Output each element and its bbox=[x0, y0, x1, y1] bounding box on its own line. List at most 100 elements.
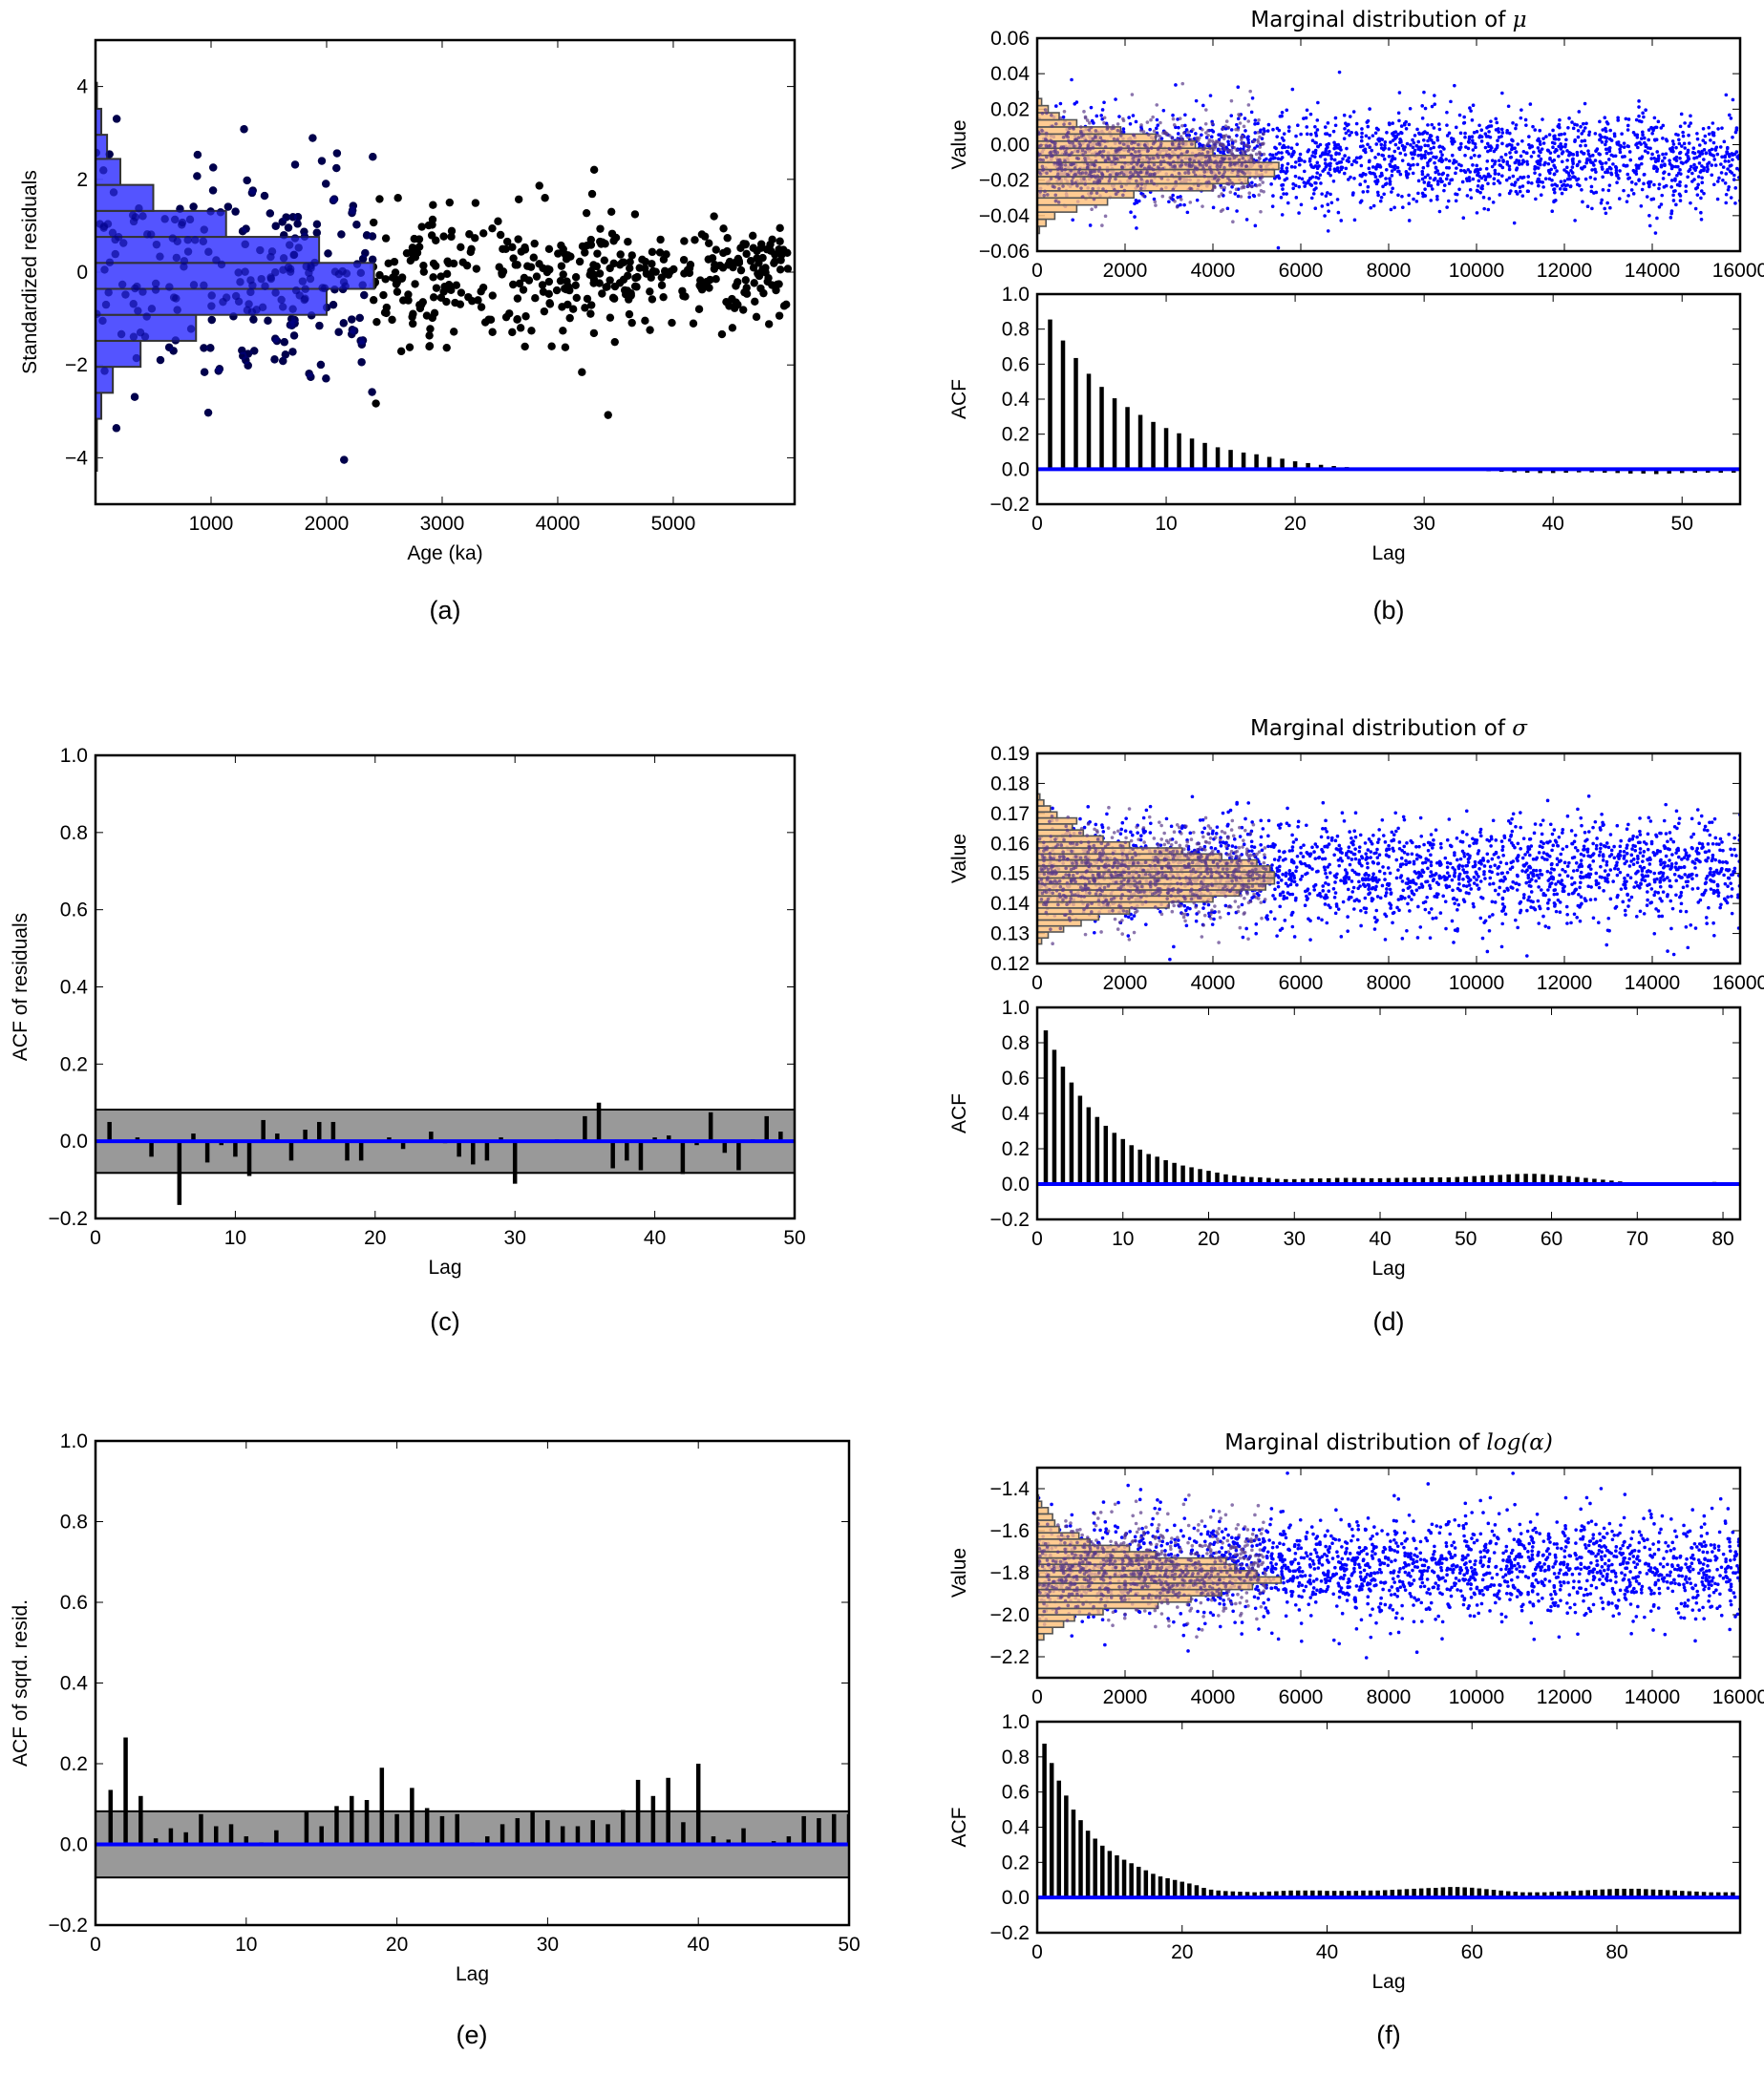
trace-point-overlay bbox=[1058, 158, 1062, 162]
trace-point bbox=[1499, 839, 1504, 843]
trace-point bbox=[1690, 171, 1694, 176]
trace-point bbox=[1404, 127, 1409, 131]
residual-point bbox=[562, 255, 571, 264]
trace-point bbox=[1287, 869, 1292, 873]
residual-point bbox=[723, 246, 732, 256]
trace-point bbox=[1558, 910, 1562, 914]
trace-point-overlay bbox=[1154, 135, 1158, 139]
trace-point-overlay bbox=[1061, 184, 1065, 188]
trace-point bbox=[1695, 185, 1700, 190]
trace-point bbox=[1671, 839, 1676, 844]
residual-point bbox=[521, 312, 530, 321]
trace-point bbox=[1392, 833, 1396, 837]
trace-point bbox=[1337, 863, 1342, 868]
trace-point bbox=[1420, 116, 1425, 120]
trace-point bbox=[1590, 168, 1594, 172]
trace-point bbox=[1286, 129, 1291, 133]
trace-point bbox=[1420, 169, 1425, 174]
residual-point bbox=[426, 325, 435, 333]
trace-point bbox=[1280, 163, 1285, 168]
trace-point bbox=[1539, 193, 1543, 198]
trace-point bbox=[1483, 145, 1488, 150]
trace-point bbox=[1571, 126, 1576, 131]
trace-point-overlay bbox=[1241, 156, 1245, 160]
trace-point bbox=[1533, 171, 1537, 175]
residual-point-overlay bbox=[286, 267, 295, 276]
trace-point-overlay bbox=[1121, 193, 1125, 198]
trace-point-overlay bbox=[1130, 152, 1134, 157]
trace-point bbox=[1310, 175, 1315, 180]
trace-point bbox=[1657, 186, 1661, 191]
trace-point bbox=[1626, 144, 1630, 148]
trace-point bbox=[1302, 180, 1307, 184]
residual-point-overlay bbox=[358, 254, 368, 264]
trace-point bbox=[1565, 183, 1570, 187]
trace-point bbox=[1732, 173, 1736, 178]
trace-point bbox=[1475, 841, 1478, 845]
residual-point bbox=[689, 319, 698, 328]
trace-point bbox=[1586, 152, 1591, 157]
trace-point bbox=[1604, 160, 1608, 165]
trace-point-overlay bbox=[1102, 116, 1107, 120]
trace-point bbox=[1623, 876, 1626, 880]
trace-point bbox=[1459, 163, 1463, 168]
trace-point bbox=[1627, 864, 1632, 868]
trace-point bbox=[1298, 152, 1303, 157]
residual-point bbox=[409, 319, 417, 328]
trace-point bbox=[1492, 149, 1497, 154]
residual-point bbox=[742, 284, 751, 292]
histogram-bar bbox=[96, 339, 142, 369]
trace-point bbox=[1592, 163, 1596, 167]
trace-point bbox=[1426, 151, 1431, 156]
trace-point bbox=[1447, 884, 1452, 889]
trace-point bbox=[1489, 124, 1494, 128]
residual-point bbox=[408, 312, 416, 322]
residual-point bbox=[648, 247, 657, 257]
trace-point-overlay bbox=[1135, 170, 1139, 175]
trace-point bbox=[1629, 859, 1633, 863]
residual-point bbox=[583, 294, 592, 304]
residual-point bbox=[428, 215, 437, 224]
trace-point-overlay bbox=[1206, 133, 1211, 138]
trace-point bbox=[1403, 145, 1407, 149]
trace-point bbox=[1534, 858, 1539, 861]
trace-point bbox=[1724, 172, 1729, 176]
trace-point bbox=[1477, 123, 1481, 128]
residual-point-overlay bbox=[109, 188, 118, 197]
trace-point-overlay bbox=[1092, 197, 1096, 201]
trace-point-overlay bbox=[1083, 150, 1088, 155]
trace-point bbox=[1312, 187, 1316, 192]
trace-point bbox=[1593, 159, 1598, 162]
trace-point bbox=[1681, 130, 1685, 135]
residual-point bbox=[598, 238, 606, 246]
histogram-bar bbox=[96, 158, 122, 186]
trace-point bbox=[1655, 169, 1659, 174]
residual-point-overlay bbox=[307, 311, 316, 320]
trace-point bbox=[1718, 836, 1723, 841]
trace-point bbox=[1656, 119, 1661, 124]
trace-point bbox=[1486, 124, 1491, 129]
trace-point-overlay bbox=[1173, 200, 1177, 203]
trace-point bbox=[1447, 131, 1452, 136]
trace-point bbox=[1620, 132, 1624, 137]
trace-point bbox=[1061, 115, 1066, 119]
trace-point bbox=[1601, 128, 1605, 132]
trace-point bbox=[1281, 187, 1285, 191]
residual-point bbox=[517, 247, 526, 256]
residual-point-overlay bbox=[173, 237, 181, 245]
trace-point bbox=[1322, 896, 1327, 900]
trace-point bbox=[1671, 142, 1676, 146]
trace-point-overlay bbox=[1251, 159, 1256, 163]
trace-point bbox=[1469, 156, 1474, 160]
trace-point bbox=[1520, 108, 1523, 112]
trace-point-overlay bbox=[1065, 146, 1069, 151]
trace-point bbox=[1699, 814, 1704, 818]
trace-point bbox=[1613, 866, 1617, 871]
trace-point bbox=[1559, 147, 1563, 151]
trace-point bbox=[1614, 168, 1619, 173]
trace-point bbox=[1348, 133, 1351, 138]
trace-point-overlay bbox=[1242, 124, 1246, 129]
trace-point bbox=[1259, 128, 1263, 133]
trace-point-overlay bbox=[1240, 141, 1244, 145]
trace-point-overlay bbox=[1209, 170, 1214, 175]
